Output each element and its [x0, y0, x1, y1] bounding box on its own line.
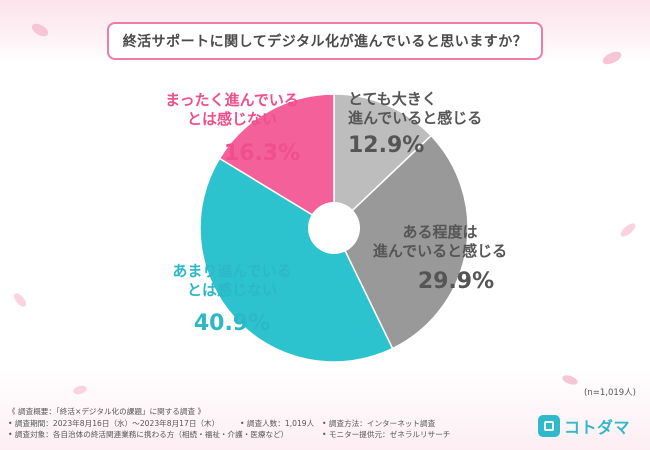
slice-value-label: 16.3% [224, 141, 300, 166]
slice-label: ある程度は [402, 223, 477, 241]
slice-label: 進んでいると感じる [348, 109, 482, 127]
notes-provider: • モニター提供元：ゼネラルリサーチ [322, 430, 451, 439]
slice-label: まったく進んでいる [165, 91, 299, 109]
pie-slice [199, 157, 394, 363]
notes-target: • 調査対象：各自治体の終活関連業務に携わる方（相続・福祉・介護・医療など） [8, 430, 289, 439]
notes-count: • 調査人数：1,019人 [240, 418, 315, 428]
brand-logo: コトダマ [538, 414, 630, 438]
slice-label: あまり進んでいる [172, 262, 291, 280]
slice-label: とても大きく [348, 90, 437, 108]
pie-slice [333, 93, 433, 230]
slice-label: とは感じない [187, 281, 277, 299]
donut-hole [308, 202, 360, 254]
slice-value-label: 12.9% [348, 133, 424, 158]
logo-badge-icon [538, 415, 560, 437]
survey-notes: 《 調査概要：「終活×デジタル化の課題」に関する調査 》 • 調査期間：2023… [8, 406, 450, 441]
chart-title: 終活サポートに関してデジタル化が進んでいると思いますか？ [122, 34, 528, 50]
slice-value-label: 40.9% [194, 311, 270, 336]
notes-method: • 調査方法：インターネット調査 [322, 418, 436, 428]
notes-period: • 調査期間：2023年8月16日（水）〜2023年8月17日（木） [8, 418, 220, 428]
notes-heading: 《 調査概要：「終活×デジタル化の課題」に関する調査 》 [8, 407, 206, 416]
logo-text: コトダマ [564, 418, 631, 437]
slice-label: とは感じない [187, 110, 277, 128]
slice-label: 進んでいると感じる [373, 242, 507, 260]
pie-slice [218, 93, 335, 230]
sample-size: (n=1,019人) [584, 388, 636, 398]
question-title-box: 終活サポートに関してデジタル化が進んでいると思いますか？ [107, 22, 543, 60]
slice-value-label: 29.9% [418, 269, 494, 294]
